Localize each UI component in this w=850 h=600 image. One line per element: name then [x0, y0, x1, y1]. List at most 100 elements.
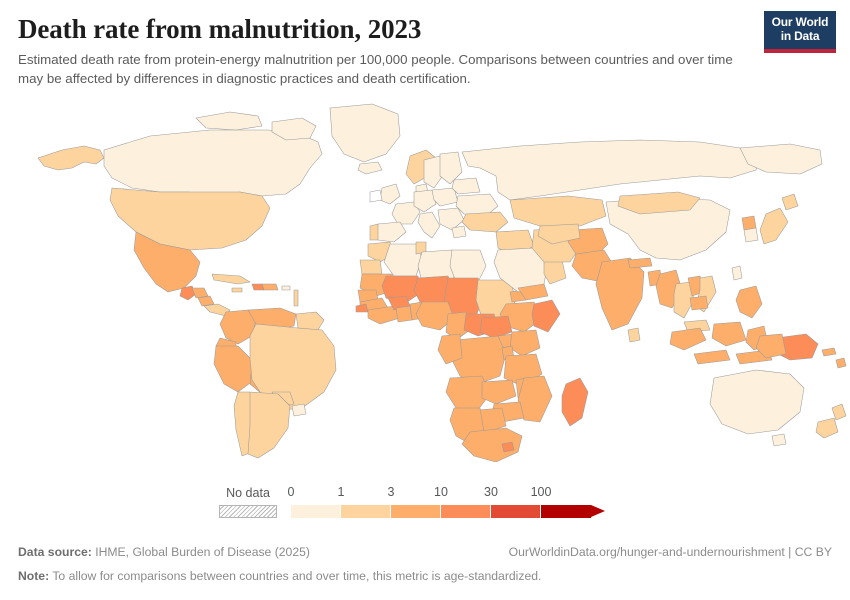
country-nepal[interactable] — [627, 257, 653, 269]
country-gabon-congo[interactable] — [437, 333, 463, 365]
country-dominican-republic[interactable] — [261, 283, 279, 291]
country-madagascar[interactable] — [561, 377, 589, 427]
country-indonesia-borneo[interactable] — [711, 321, 747, 347]
country-peru[interactable] — [213, 345, 255, 393]
country-greece[interactable] — [451, 225, 467, 239]
legend-bin-0[interactable] — [291, 505, 341, 518]
country-philippines[interactable] — [735, 285, 763, 319]
country-italy[interactable] — [417, 211, 441, 239]
country-lesotho[interactable] — [501, 441, 515, 453]
country-indonesia-java[interactable] — [693, 349, 731, 365]
country-zambia[interactable] — [481, 379, 517, 405]
country-ghana[interactable] — [395, 305, 413, 323]
country-japan[interactable] — [759, 207, 789, 245]
country-shapes — [37, 103, 847, 462]
country-united-kingdom[interactable] — [379, 183, 401, 205]
legend-bin-3[interactable] — [441, 505, 491, 518]
no-data-swatch[interactable] — [219, 505, 277, 518]
country-argentina[interactable] — [247, 391, 291, 459]
world-choropleth-map[interactable] — [0, 92, 850, 462]
country-india[interactable] — [595, 257, 645, 331]
owid-logo-bar — [764, 48, 836, 53]
map-svg — [37, 103, 847, 462]
country-indonesia-papua[interactable] — [755, 333, 787, 359]
legend-tick-0: 0 — [287, 485, 295, 499]
country-canada-arctic[interactable] — [195, 111, 263, 131]
country-alaska[interactable] — [37, 145, 105, 171]
country-nicaragua[interactable] — [197, 295, 215, 307]
country-mozambique[interactable] — [517, 375, 553, 423]
legend-bins — [291, 505, 591, 518]
legend-tick-100: 100 — [530, 485, 552, 499]
country-solomon-islands[interactable] — [821, 347, 837, 357]
country-japan-north[interactable] — [781, 193, 799, 211]
owid-logo-line1: Our World — [771, 15, 829, 29]
legend-bin-1[interactable] — [341, 505, 391, 518]
country-puerto-rico[interactable] — [281, 285, 291, 291]
country-lesser-antilles[interactable] — [293, 289, 299, 307]
country-egypt[interactable] — [449, 249, 487, 283]
legend-bin-4[interactable] — [491, 505, 541, 518]
data-source-label: Data source: — [18, 545, 92, 559]
country-sierra-leone[interactable] — [355, 303, 369, 313]
country-cameroon[interactable] — [445, 311, 471, 341]
country-poland[interactable] — [431, 187, 459, 207]
country-yemen[interactable] — [517, 283, 549, 301]
country-tasmania[interactable] — [771, 433, 787, 447]
owid-logo[interactable]: Our World in Data — [764, 11, 836, 53]
country-western-sahara[interactable] — [359, 259, 383, 275]
chart-header: Death rate from malnutrition, 2023 Estim… — [18, 14, 758, 89]
country-honduras[interactable] — [191, 287, 209, 299]
country-turkey[interactable] — [461, 211, 509, 233]
country-somalia[interactable] — [531, 299, 561, 333]
country-iceland[interactable] — [357, 161, 383, 175]
country-sri-lanka[interactable] — [627, 327, 641, 343]
legend-bin-2[interactable] — [391, 505, 441, 518]
country-finland[interactable] — [439, 151, 463, 185]
country-mongolia[interactable] — [617, 191, 701, 215]
country-new-zealand-south[interactable] — [815, 417, 839, 439]
country-china[interactable] — [605, 197, 731, 261]
country-malaysia[interactable] — [683, 319, 711, 333]
country-uruguay[interactable] — [291, 403, 307, 417]
country-portugal[interactable] — [369, 223, 379, 241]
country-belarus-baltics[interactable] — [451, 177, 481, 195]
country-united-states[interactable] — [109, 187, 271, 251]
country-ireland[interactable] — [369, 189, 383, 203]
country-cuba[interactable] — [211, 273, 251, 285]
country-nigeria[interactable] — [415, 301, 455, 331]
country-canada-baffin[interactable] — [271, 117, 317, 141]
legend-bin-5[interactable] — [541, 505, 591, 518]
country-russia[interactable] — [461, 139, 761, 201]
source-link[interactable]: OurWorldinData.org/hunger-and-undernouri… — [508, 545, 832, 559]
country-guyanas[interactable] — [295, 311, 325, 331]
legend-tick-labels: 0 1 3 10 30 100 — [287, 485, 631, 502]
country-uzbek-turkmen[interactable] — [537, 223, 581, 245]
country-taiwan[interactable] — [731, 265, 743, 281]
country-indonesia-sumatra[interactable] — [669, 327, 707, 351]
country-greenland[interactable] — [329, 103, 401, 163]
chart-subtitle: Estimated death rate from protein-energy… — [18, 52, 733, 87]
country-germany[interactable] — [413, 189, 437, 213]
country-liberia-ivorycoast[interactable] — [367, 305, 401, 325]
country-sweden[interactable] — [423, 155, 445, 189]
country-balkans[interactable] — [437, 207, 465, 231]
country-canada[interactable] — [103, 129, 323, 197]
country-south-sudan[interactable] — [479, 315, 513, 339]
country-kenya[interactable] — [509, 329, 541, 357]
country-jamaica[interactable] — [231, 287, 243, 293]
country-australia[interactable] — [709, 369, 805, 435]
country-south-africa[interactable] — [461, 427, 523, 462]
country-fiji[interactable] — [835, 357, 847, 369]
legend-color-scale[interactable] — [291, 505, 621, 518]
country-new-zealand-north[interactable] — [831, 403, 847, 421]
country-cambodia[interactable] — [689, 295, 709, 311]
country-oman-uae[interactable] — [543, 259, 567, 285]
country-south-korea[interactable] — [743, 227, 759, 243]
page-title: Death rate from malnutrition, 2023 — [18, 14, 422, 44]
country-guatemala[interactable] — [179, 285, 197, 301]
country-russia-east[interactable] — [739, 143, 823, 175]
country-north-korea[interactable] — [741, 215, 757, 231]
country-kazakhstan[interactable] — [509, 195, 607, 227]
